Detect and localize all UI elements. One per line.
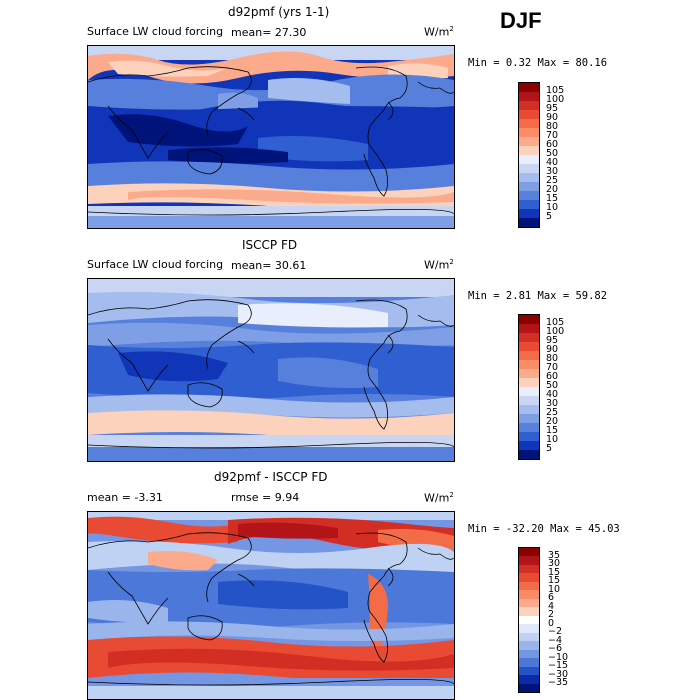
cb3-label: −10 [548,652,569,663]
panel3-min-max: Min = -32.20 Max = 45.03 [468,523,620,535]
cb2-label: 15 [546,425,559,436]
panel2-mean: mean= 30.61 [231,259,307,272]
panel2-map [87,278,455,462]
cb2-label: 100 [546,326,565,337]
cb1-label: 5 [546,211,553,222]
panel3-map [87,511,455,700]
panel2-units: W/m2 [424,258,454,272]
cb2-label: 95 [546,335,559,346]
cb1-label: 50 [546,148,559,159]
cb2-label: 60 [546,371,559,382]
cb1-label: 25 [546,175,559,186]
cb3-label: −2 [548,626,563,637]
panel2-field: Surface LW cloud forcing [87,258,224,271]
panel1-field: Surface LW cloud forcing [87,25,224,38]
cb2-label: 25 [546,407,559,418]
panel1-colorbar [518,82,540,228]
panel3-mean: mean = -3.31 [87,491,163,504]
cb3-label: 15 [548,575,561,586]
cb1-label: 15 [546,193,559,204]
cb3-label: 35 [548,550,561,561]
panel1-min-max: Min = 0.32 Max = 80.16 [468,57,608,69]
panel3-title: d92pmf - ISCCP FD [214,470,328,484]
cb2-label: 5 [546,443,553,454]
cb3-label: −4 [548,635,563,646]
panel3-field-plot [88,512,454,699]
cb1-label: 20 [546,184,559,195]
cb2-label: 90 [546,344,559,355]
cb2-label: 10 [546,434,559,445]
panel2-min-max: Min = 2.81 Max = 59.82 [468,290,608,302]
cb3-label: −30 [548,669,569,680]
cb3-label: 15 [548,567,561,578]
cb3-label: 0 [548,618,555,629]
cb3-label: 6 [548,592,555,603]
cb3-label: −15 [548,660,569,671]
cb2-label: 20 [546,416,559,427]
panel2-field-plot [88,279,454,461]
cb2-label: 80 [546,353,559,364]
season-label: DJF [500,8,542,33]
cb3-label: 10 [548,584,561,595]
panel1-field-plot [88,46,454,228]
cb1-label: 80 [546,121,559,132]
cb1-label: 95 [546,103,559,114]
cb2-label: 105 [546,317,565,328]
cb3-label: 2 [548,609,555,620]
cb1-label: 70 [546,130,559,141]
cb2-label: 70 [546,362,559,373]
panel3-colorbar [518,547,540,693]
panel2-colorbar [518,314,540,460]
panel1-title: d92pmf (yrs 1-1) [228,5,330,19]
cb2-label: 50 [546,380,559,391]
cb1-label: 60 [546,139,559,150]
cb1-label: 100 [546,94,565,105]
cb2-label: 40 [546,389,559,400]
panel2-title: ISCCP FD [242,238,298,252]
panel3-rmse: rmse = 9.94 [231,491,300,504]
cb1-label: 10 [546,202,559,213]
cb3-label: −35 [548,677,569,688]
cb3-label: −6 [548,643,563,654]
panel1-map [87,45,455,229]
cb2-label: 30 [546,398,559,409]
panel1-units: W/m2 [424,25,454,39]
cb1-label: 105 [546,85,565,96]
panel1-mean: mean= 27.30 [231,26,307,39]
panel3-units: W/m2 [424,491,454,505]
cb1-label: 90 [546,112,559,123]
cb1-label: 40 [546,157,559,168]
cb1-label: 30 [546,166,559,177]
cb3-label: 4 [548,601,555,612]
cb3-label: 30 [548,558,561,569]
